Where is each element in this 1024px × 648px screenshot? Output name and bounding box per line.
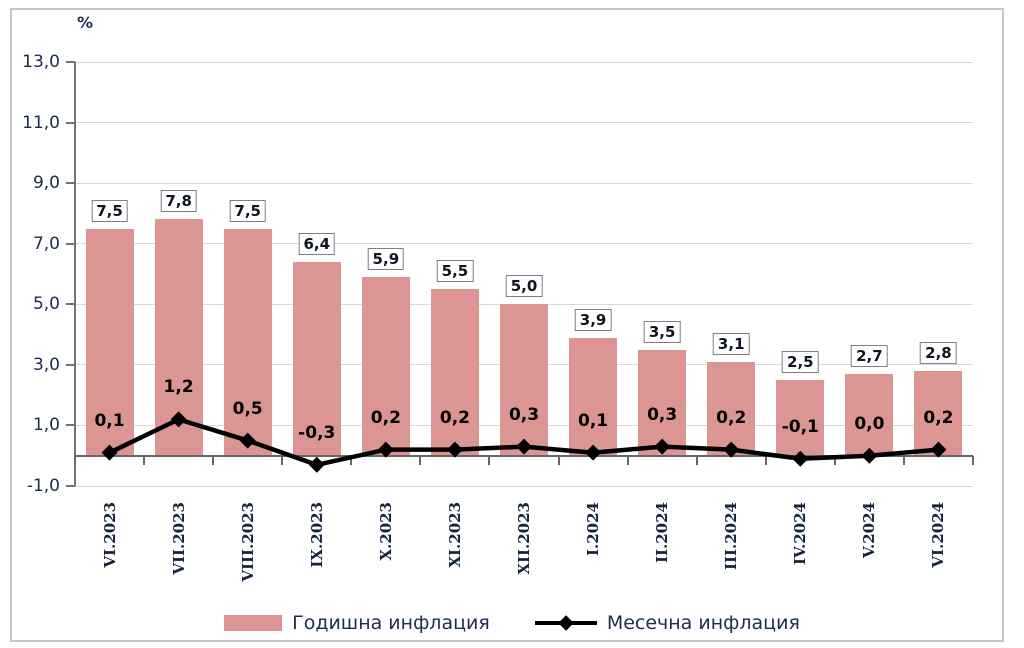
line-value-label: 0,2 [923, 407, 954, 428]
x-axis-tick [972, 455, 974, 465]
line-value-label: 0,3 [508, 404, 540, 425]
bar-value-label: 5,0 [505, 275, 543, 298]
line-value-label: 0,3 [647, 404, 678, 425]
x-tick-label: IV.2024 [791, 502, 810, 566]
line-value-label: 0,2 [370, 407, 401, 428]
bar-value-label: 7,8 [160, 190, 197, 213]
x-axis-tick [143, 455, 146, 465]
bar-value-label: 2,7 [851, 344, 888, 367]
y-tick-label: -1,0 [26, 476, 60, 496]
y-tick-label: 11,0 [22, 112, 60, 133]
bar-value-label: 3,5 [643, 320, 681, 343]
x-tick-label: III.2024 [722, 502, 741, 571]
x-tick-label: XI.2023 [445, 502, 464, 568]
x-tick-label: I.2024 [584, 502, 603, 556]
legend-item-annual-inflation: Годишна инфлация [224, 612, 490, 634]
x-tick-label: VII.2023 [169, 502, 188, 575]
bar-value-label: 3,9 [574, 308, 612, 331]
y-tick-mark [66, 242, 75, 245]
bar-value-label: 6,4 [298, 232, 336, 255]
x-tick-label: II.2024 [653, 502, 672, 564]
y-tick-label: 1,0 [32, 415, 60, 436]
x-axis-tick [695, 455, 698, 465]
y-gridline [75, 243, 973, 245]
bar [569, 337, 618, 456]
line-value-label: 0,2 [439, 407, 470, 428]
line-value-label: -0,1 [781, 416, 819, 437]
legend: Годишна инфлация Месечна инфлация [0, 608, 1024, 638]
y-tick-mark [66, 485, 75, 487]
bar [361, 277, 410, 456]
y-tick-label: 3,0 [32, 354, 60, 375]
y-tick-mark [66, 303, 75, 306]
bar-value-label: 5,5 [436, 260, 474, 283]
y-tick-label: 9,0 [32, 173, 60, 194]
line-value-label: 0,1 [94, 410, 125, 431]
legend-label-annual-inflation: Годишна инфлация [292, 612, 490, 634]
x-tick-label: IX.2023 [307, 502, 326, 568]
y-tick-mark [66, 121, 75, 124]
bar [223, 228, 272, 456]
y-tick-mark [66, 424, 75, 427]
line-value-label: 0,1 [578, 410, 609, 431]
x-axis-tick [902, 455, 905, 465]
x-axis-tick [488, 455, 491, 465]
line-value-label: 0,0 [854, 413, 885, 434]
y-tick-label: 7,0 [32, 233, 60, 254]
bar-value-label: 7,5 [229, 199, 266, 222]
y-gridline [75, 182, 973, 184]
chart-outer-border [10, 8, 1004, 642]
x-axis-tick [833, 455, 836, 465]
monthly-inflation-line-icon [534, 615, 597, 631]
y-gridline [75, 61, 973, 63]
x-axis-tick [764, 455, 767, 465]
x-axis-tick [419, 455, 422, 465]
bar-value-label: 2,8 [920, 341, 957, 364]
y-gridline [75, 485, 973, 487]
line-value-label: 0,2 [716, 407, 747, 428]
bar [638, 349, 687, 456]
y-tick-mark [66, 363, 75, 366]
y-axis-line [74, 62, 76, 486]
x-tick-label: X.2023 [376, 502, 395, 561]
y-tick-label: 5,0 [32, 294, 60, 315]
bar [500, 304, 548, 456]
y-tick-mark [66, 182, 75, 185]
x-axis-tick [626, 455, 629, 465]
legend-item-monthly-inflation: Месечна инфлация [534, 612, 800, 634]
annual-inflation-swatch-icon [224, 615, 283, 631]
bar [430, 289, 479, 456]
line-value-label: -0,3 [298, 422, 336, 443]
legend-label-monthly-inflation: Месечна инфлация [606, 612, 800, 634]
bar [154, 219, 203, 456]
line-value-label: 0,5 [232, 398, 263, 419]
x-axis-tick [281, 455, 284, 465]
y-axis-unit-label: % [77, 13, 94, 32]
y-tick-label: 13,0 [22, 52, 60, 72]
x-axis-line [75, 454, 973, 457]
x-tick-label: V.2024 [860, 502, 879, 558]
x-axis-tick [557, 455, 560, 465]
diamond-marker-icon [558, 615, 574, 631]
y-gridline [75, 122, 973, 124]
x-tick-label: XII.2023 [515, 502, 533, 575]
bar-value-label: 3,1 [712, 332, 750, 355]
x-tick-label: VIII.2023 [238, 502, 257, 582]
x-axis-tick [74, 455, 76, 465]
x-tick-label: VI.2023 [100, 502, 119, 568]
x-axis-tick [212, 455, 215, 465]
y-tick-mark [66, 61, 75, 63]
x-axis-tick [350, 455, 353, 465]
bar-value-label: 7,5 [91, 199, 128, 222]
x-tick-label: VI.2024 [929, 502, 948, 568]
line-value-label: 1,2 [163, 377, 194, 398]
bar-value-label: 5,9 [367, 248, 405, 271]
bar-value-label: 2,5 [782, 351, 819, 373]
